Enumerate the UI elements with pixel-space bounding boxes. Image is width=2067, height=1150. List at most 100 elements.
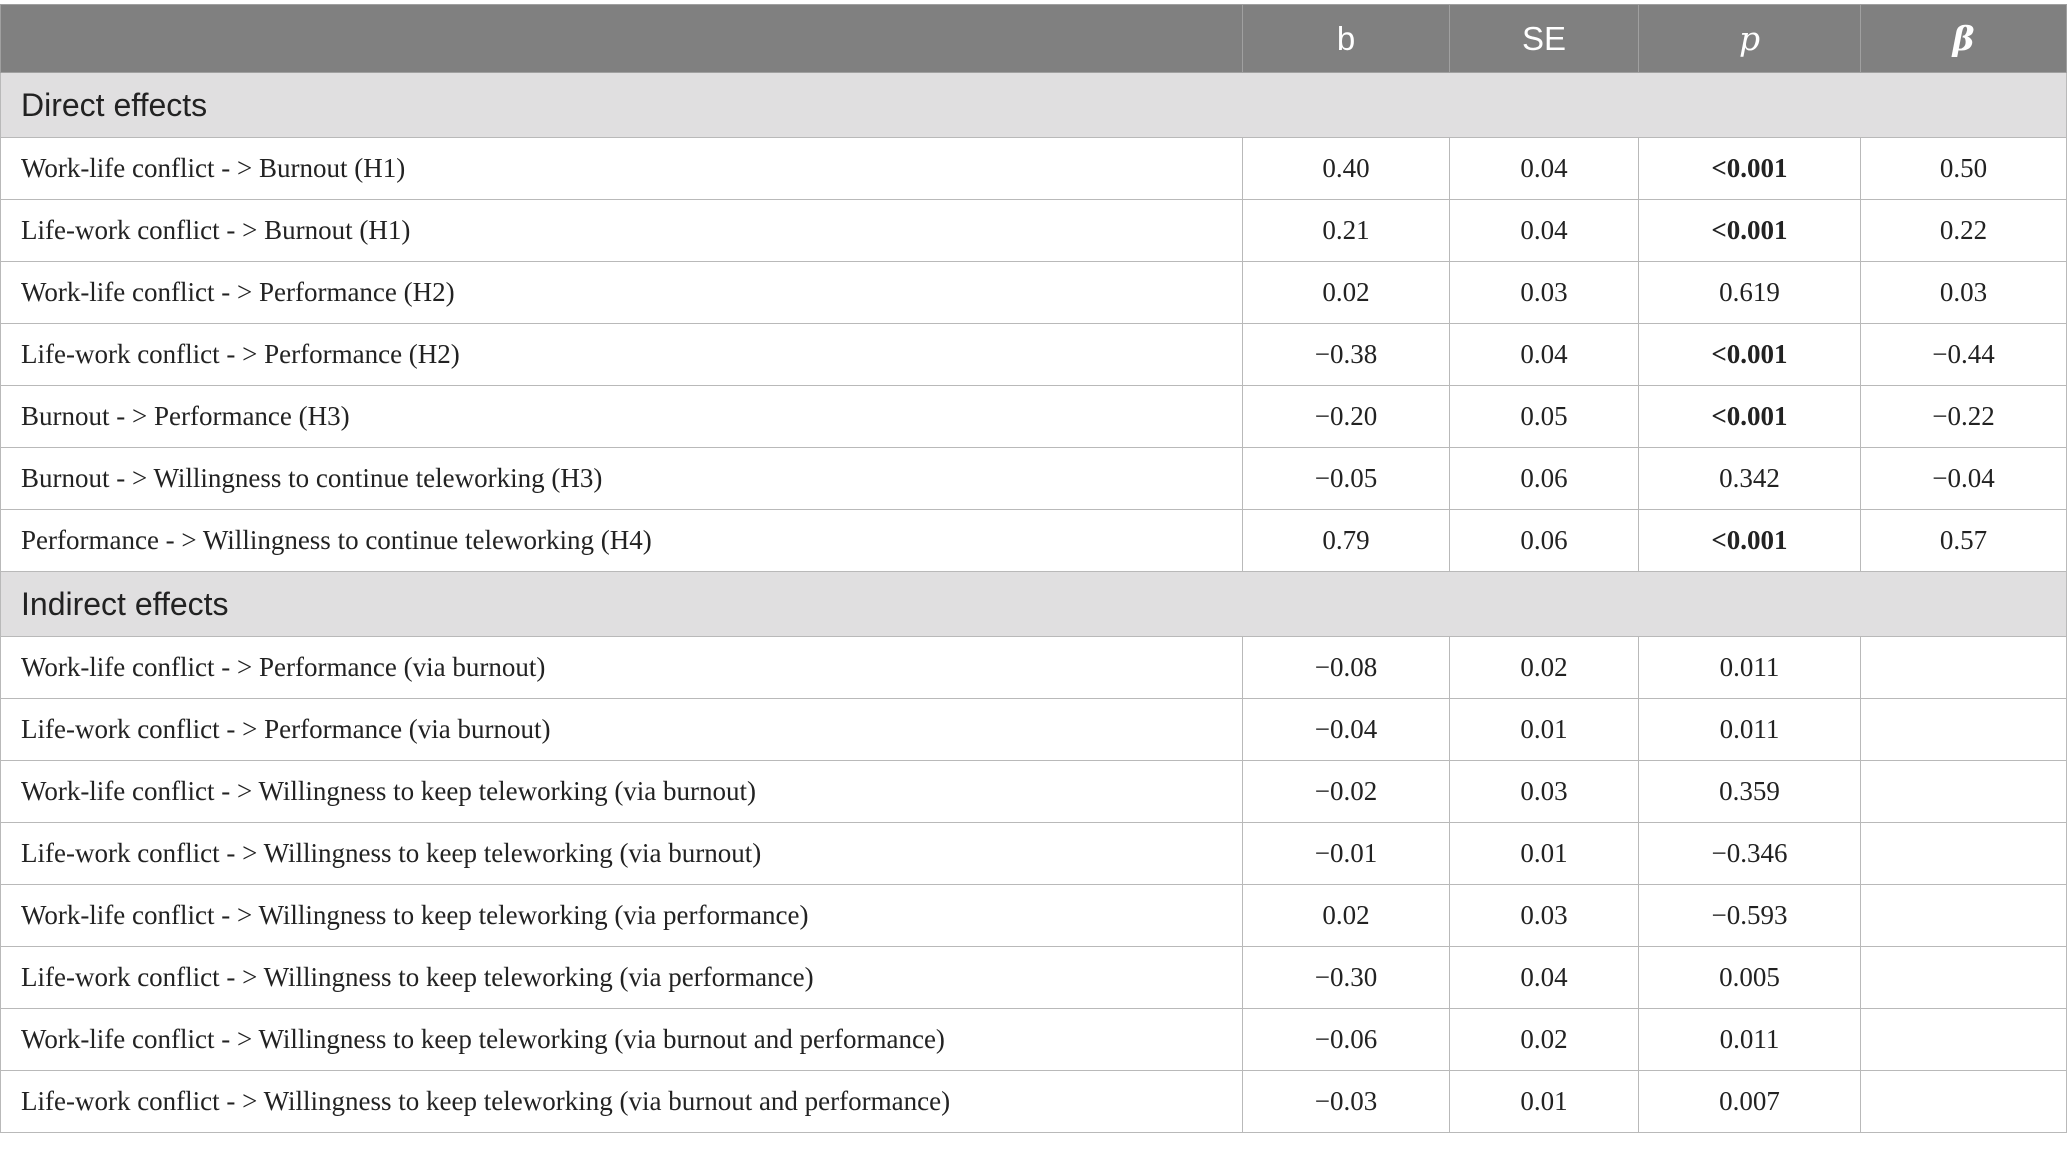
table-row: Work-life conflict - > Burnout (H1) 0.40 0… [0,137,2067,200]
cell-b: −0.30 [1242,946,1450,1009]
cell-se: 0.03 [1449,261,1639,324]
row-label: Life-work conflict - > Willingness to ke… [0,946,1243,1009]
cell-se: 0.02 [1449,1008,1639,1071]
cell-se: 0.03 [1449,760,1639,823]
cell-p: 0.007 [1638,1070,1861,1133]
cell-se: 0.06 [1449,447,1639,510]
cell-beta [1860,760,2067,823]
cell-beta [1860,884,2067,947]
cell-b: −0.06 [1242,1008,1450,1071]
table-row: Work-life conflict - > Performance (H2) 0… [0,261,2067,324]
cell-b: 0.40 [1242,137,1450,200]
cell-b: −0.01 [1242,822,1450,885]
cell-p: 0.011 [1638,1008,1861,1071]
cell-se: 0.04 [1449,946,1639,1009]
cell-p: 0.011 [1638,636,1861,699]
row-label: Work-life conflict - > Willingness to ke… [0,1008,1243,1071]
cell-beta [1860,1070,2067,1133]
cell-b: 0.02 [1242,884,1450,947]
table-row: Burnout - > Performance (H3) −0.20 0.05 <0.… [0,385,2067,448]
cell-b: −0.05 [1242,447,1450,510]
section-header-row: Indirect effects [0,571,2067,637]
cell-beta: 0.57 [1860,509,2067,572]
cell-p: <0.001 [1638,323,1861,386]
row-label: Life-work conflict - > Willingness to ke… [0,822,1243,885]
cell-se: 0.04 [1449,137,1639,200]
section-title: Direct effects [0,72,2067,138]
row-label: Performance - > Willingness to continue … [0,509,1243,572]
cell-b: −0.20 [1242,385,1450,448]
cell-p: 0.011 [1638,698,1861,761]
table-row: Life-work conflict - > Performance (via … [0,698,2067,761]
row-label: Work-life conflict - > Burnout (H1) [0,137,1243,200]
row-label: Work-life conflict - > Willingness to ke… [0,884,1243,947]
section-title: Indirect effects [0,571,2067,637]
cell-b: −0.08 [1242,636,1450,699]
cell-se: 0.04 [1449,199,1639,262]
cell-beta [1860,822,2067,885]
header-row: b SE p β [0,4,2067,73]
cell-se: 0.01 [1449,1070,1639,1133]
cell-beta: 0.03 [1860,261,2067,324]
row-label: Life-work conflict - > Performance (via … [0,698,1243,761]
cell-b: −0.02 [1242,760,1450,823]
table-row: Work-life conflict - > Willingness to ke… [0,760,2067,823]
header-beta: β [1860,4,2067,73]
cell-se: 0.02 [1449,636,1639,699]
row-label: Burnout - > Willingness to continue tele… [0,447,1243,510]
cell-p: 0.005 [1638,946,1861,1009]
table-row: Life-work conflict - > Willingness to ke… [0,1070,2067,1133]
cell-p: <0.001 [1638,199,1861,262]
cell-b: −0.38 [1242,323,1450,386]
results-table: b SE p β Direct effects Work-life conflic… [0,4,2067,1133]
table-row: Performance - > Willingness to continue … [0,509,2067,572]
cell-p: 0.359 [1638,760,1861,823]
cell-p: <0.001 [1638,509,1861,572]
cell-p: <0.001 [1638,385,1861,448]
cell-b: 0.21 [1242,199,1450,262]
cell-se: 0.01 [1449,698,1639,761]
table-row: Life-work conflict - > Willingness to ke… [0,822,2067,885]
table-row: Life-work conflict - > Willingness to ke… [0,946,2067,1009]
cell-b: −0.04 [1242,698,1450,761]
cell-b: −0.03 [1242,1070,1450,1133]
header-b: b [1242,4,1450,73]
row-label: Work-life conflict - > Willingness to ke… [0,760,1243,823]
header-p: p [1638,4,1861,73]
cell-p: 0.342 [1638,447,1861,510]
cell-se: 0.05 [1449,385,1639,448]
table-row: Work-life conflict - > Willingness to ke… [0,884,2067,947]
table-row: Life-work conflict - > Performance (H2) −… [0,323,2067,386]
cell-beta [1860,698,2067,761]
cell-beta: 0.50 [1860,137,2067,200]
cell-p: <0.001 [1638,137,1861,200]
cell-se: 0.06 [1449,509,1639,572]
cell-se: 0.01 [1449,822,1639,885]
row-label: Work-life conflict - > Performance (H2) [0,261,1243,324]
table-body: Direct effects Work-life conflict - > Bur… [0,72,2067,1133]
cell-beta: −0.04 [1860,447,2067,510]
cell-b: 0.02 [1242,261,1450,324]
row-label: Work-life conflict - > Performance (via … [0,636,1243,699]
cell-beta [1860,946,2067,1009]
cell-b: 0.79 [1242,509,1450,572]
header-label [0,4,1243,73]
table-row: Work-life conflict - > Performance (via … [0,636,2067,699]
cell-p: 0.619 [1638,261,1861,324]
cell-se: 0.03 [1449,884,1639,947]
results-table-container: b SE p β Direct effects Work-life conflic… [0,4,2067,1133]
row-label: Life-work conflict - > Burnout (H1) [0,199,1243,262]
section-header-row: Direct effects [0,72,2067,138]
row-label: Burnout - > Performance (H3) [0,385,1243,448]
cell-p: −0.593 [1638,884,1861,947]
table-row: Work-life conflict - > Willingness to ke… [0,1008,2067,1071]
row-label: Life-work conflict - > Performance (H2) [0,323,1243,386]
cell-beta: −0.44 [1860,323,2067,386]
row-label: Life-work conflict - > Willingness to ke… [0,1070,1243,1133]
cell-beta [1860,636,2067,699]
cell-beta: −0.22 [1860,385,2067,448]
cell-p: −0.346 [1638,822,1861,885]
cell-beta: 0.22 [1860,199,2067,262]
table-row: Life-work conflict - > Burnout (H1) 0.21 0… [0,199,2067,262]
table-row: Burnout - > Willingness to continue tele… [0,447,2067,510]
